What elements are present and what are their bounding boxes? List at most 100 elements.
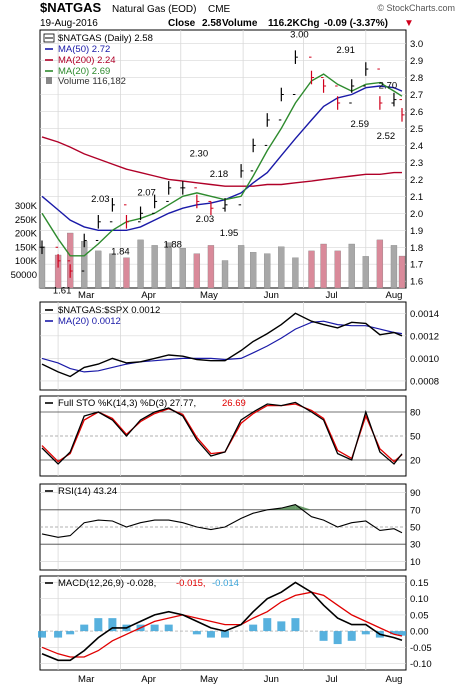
price-tick-label: 1.6 (410, 277, 423, 288)
ratio-tick-label: 0.0012 (410, 331, 439, 342)
month-label: Jun (264, 674, 279, 685)
macd-tick-label: -0.05 (410, 643, 432, 654)
rsi-legend-text: RSI(14) 43.24 (58, 486, 117, 497)
legend-ma20: MA(20) 2.69 (58, 66, 110, 77)
price-annotation: 1.95 (220, 228, 239, 239)
price-annotation: 3.00 (290, 30, 309, 41)
macd-histogram-bar (277, 621, 286, 632)
price-annotation: 2.59 (351, 119, 370, 130)
macd-histogram-bar (192, 631, 201, 635)
volume-bar (362, 256, 369, 289)
macd-histogram-bar (291, 618, 300, 632)
macd-histogram-bar (398, 631, 406, 636)
ma200-line (41, 136, 402, 187)
volume-bars (38, 232, 406, 289)
macd-histogram-bar (108, 618, 117, 632)
stoch-legend-text: Full STO %K(14,3) %D(3) 27.77, (58, 398, 196, 409)
volume-bar (81, 241, 88, 289)
price-tick-label: 1.7 (410, 260, 423, 271)
macd-histogram-bar (164, 624, 173, 632)
ratio-legend-series: $NATGAS:$SPX 0.0012 (58, 305, 160, 316)
volume-tick-label: 50000 (11, 270, 37, 281)
ratio-legend-ma: MA(20) 0.0012 (58, 316, 121, 327)
volume-tick-label: 150K (15, 242, 38, 253)
legend-ma50: MA(50) 2.72 (58, 44, 110, 55)
volume-bar (348, 243, 355, 289)
price-annotation: 2.30 (190, 148, 209, 159)
volume-bar (237, 245, 245, 289)
legend-volume: Volume 116,182 (58, 76, 126, 87)
macd-legend: MACD(12,26,9) -0.028, -0.015, -0.014 (45, 578, 239, 589)
axis-labels: Mar Mar Apr Apr May May Jun Jun Jul Jul Aug Aug 3.0 2… (11, 39, 439, 685)
macd-legend-text: MACD(12,26,9) -0.028, (58, 578, 156, 589)
macd-histogram-bar (150, 624, 159, 632)
macd-line (41, 581, 403, 662)
volume-bar (165, 242, 172, 289)
legend-swatch-volume (46, 77, 52, 84)
price-annotation: 2.91 (336, 45, 355, 56)
rsi-tick-label: 90 (410, 488, 421, 499)
price-tick-label: 2.0 (410, 209, 423, 220)
ratio-tick-label: 0.0014 (410, 309, 439, 320)
volume-bar (109, 253, 116, 289)
macd-histogram-bar (361, 631, 370, 635)
stoch-legend: Full STO %K(14,3) %D(3) 27.77, 26.69 (45, 398, 246, 409)
price-tick-label: 2.1 (410, 192, 423, 203)
macd-tick-label: 0.10 (410, 594, 429, 605)
rsi-tick-label: 50 (410, 523, 421, 534)
price-annotations: 1.61 2.03 1.84 2.07 1.88 2.30 2.03 2.18 1.95 3.00… (53, 30, 397, 297)
month-label: Mar (78, 674, 94, 685)
macd-histogram-bar (347, 631, 356, 641)
volume-bar (292, 257, 299, 289)
price-tick-label: 2.3 (410, 158, 423, 169)
month-label: Jul (326, 290, 338, 301)
volume-bar (398, 255, 406, 289)
month-label: Apr (141, 290, 156, 301)
rsi-line (41, 504, 403, 538)
volume-bar (250, 252, 257, 289)
volume-bar (207, 245, 215, 289)
legend-ma200: MA(200) 2.24 (58, 55, 116, 66)
price-legend: $NATGAS (Daily) 2.58 MA(50) 2.72 MA(200)… (43, 33, 153, 87)
ratio-line (41, 312, 403, 378)
month-label: Aug (386, 674, 403, 685)
ratio-ma-line (41, 320, 403, 373)
stoch-k-line (41, 401, 403, 465)
month-label: Apr (141, 674, 156, 685)
rsi-tick-label: 70 (410, 505, 421, 516)
volume-bar (390, 245, 398, 289)
price-tick-label: 2.8 (410, 73, 423, 84)
volume-bar (308, 250, 315, 289)
macd-histogram-bar (94, 618, 103, 632)
price-annotation: 1.61 (53, 286, 72, 297)
volume-bar (320, 243, 327, 289)
price-tick-label: 3.0 (410, 39, 423, 50)
rsi-tick-label: 30 (410, 540, 421, 551)
price-tick-label: 2.7 (410, 90, 423, 101)
macd-legend-signal: -0.015, (176, 578, 206, 589)
close-value: 2.58 (202, 18, 222, 29)
price-annotation: 2.07 (137, 187, 156, 198)
month-label: Jun (264, 290, 279, 301)
macd-tick-label: 0.05 (410, 610, 429, 621)
macd-tick-label: -0.10 (410, 659, 432, 670)
ratio-panel-frame (39, 301, 407, 391)
volume-bar (264, 253, 271, 289)
stoch-legend-d: 26.69 (222, 398, 246, 409)
volume-bar (95, 250, 102, 289)
volume-bar (278, 246, 285, 289)
volume-tick-label: 300K (15, 201, 38, 212)
stoch-tick-label: 20 (410, 456, 421, 467)
stockcharts-watermark: © StockCharts.com (377, 3, 455, 13)
price-annotation: 1.84 (111, 246, 130, 257)
rsi-tick-label: 10 (410, 557, 421, 568)
price-annotation: 2.52 (377, 131, 396, 142)
close-label: Close (168, 18, 196, 29)
macd-histogram-bar (66, 631, 75, 635)
macd-histogram-bar (263, 618, 272, 632)
volume-bar (179, 247, 186, 289)
price-tick-label: 1.9 (410, 226, 423, 237)
price-tick-label: 2.2 (410, 175, 423, 186)
